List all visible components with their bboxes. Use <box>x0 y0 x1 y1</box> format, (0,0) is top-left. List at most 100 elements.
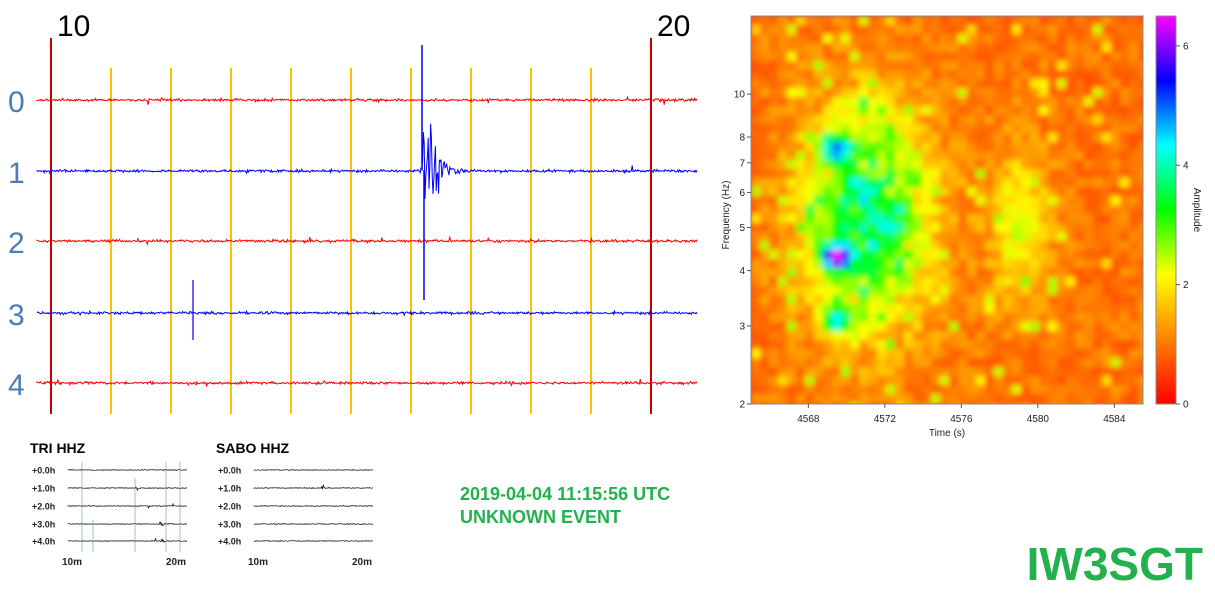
spectrogram-cell-1383 <box>1030 187 1040 197</box>
spectrogram-cell-53 <box>760 97 770 107</box>
spectrogram-cell-1876 <box>1129 268 1139 278</box>
spectrogram-cell-1103 <box>976 43 986 53</box>
spectrogram-cell-156 <box>778 232 788 242</box>
spectrogram-cell-461 <box>841 205 851 215</box>
tri-row-label-4: +4.0h <box>32 537 55 547</box>
spectrogram-cell-1212 <box>994 232 1004 242</box>
spectrogram-cell-203 <box>787 259 797 269</box>
spectrogram-cell-487 <box>850 43 860 53</box>
spectrogram-cell-292 <box>805 268 815 278</box>
spectrogram-cell-1614 <box>1075 286 1085 296</box>
spectrogram-cell-722 <box>895 178 905 188</box>
spectrogram-cell-1638 <box>1084 106 1094 116</box>
spectrogram-cell-1911 <box>1138 187 1143 197</box>
spectrogram-cell-232 <box>796 124 806 134</box>
spectrogram-cell-1763 <box>1111 43 1121 53</box>
spectrogram-cell-1486 <box>1048 322 1058 332</box>
spectrogram-cell-1402 <box>1030 358 1040 368</box>
spectrogram-cell-16 <box>751 160 761 170</box>
spectrogram-cell-1608 <box>1075 232 1085 242</box>
spectrogram-cell-617 <box>877 25 887 35</box>
spectrogram-cell-1194 <box>994 70 1004 80</box>
spectrogram-cell-375 <box>823 223 833 233</box>
spectrogram-cell-320 <box>814 124 824 134</box>
spec-x-tick-label-4584: 4584 <box>1103 414 1126 425</box>
spectrogram-cell-1285 <box>1012 97 1022 107</box>
spectrogram-cell-633 <box>877 169 887 179</box>
spectrogram-cell-803 <box>913 115 923 125</box>
spectrogram-cell-558 <box>859 286 869 296</box>
spectrogram-cell-762 <box>904 142 914 152</box>
spectrogram-cell-162 <box>778 286 788 296</box>
spectrogram-cell-1315 <box>1012 367 1022 377</box>
spectrogram-cell-1096 <box>967 376 977 386</box>
spectrogram-cell-398 <box>832 34 842 44</box>
spectrogram-cell-1107 <box>976 79 986 89</box>
spectrogram-cell-1323 <box>1021 43 1031 53</box>
colorbar-tick-label-2: 2 <box>1183 280 1189 291</box>
spectrogram-cell-1406 <box>1030 394 1040 404</box>
spectrogram-cell-648 <box>877 304 887 314</box>
spectrogram-cell-1022 <box>958 106 968 116</box>
spectrogram-cell-1280 <box>1012 52 1022 62</box>
spectrogram-cell-485 <box>850 25 860 35</box>
spectrogram-cell-330 <box>814 214 824 224</box>
spectrogram-cell-1609 <box>1075 241 1085 251</box>
spectrogram-cell-857 <box>922 205 932 215</box>
spectrogram-cell-278 <box>805 142 815 152</box>
spectrogram-cell-1145 <box>985 25 995 35</box>
spectrogram-cell-1814 <box>1120 106 1130 116</box>
spectrogram-cell-944 <box>940 196 950 206</box>
spectrogram-cell-1650 <box>1084 214 1094 224</box>
spectrogram-cell-88 <box>769 16 779 26</box>
tri-x-tick-label-10m: 10m <box>62 557 82 568</box>
spectrogram-cell-1793 <box>1111 313 1121 323</box>
spectrogram-cell-54 <box>760 106 770 116</box>
spectrogram-cell-1114 <box>976 142 986 152</box>
spectrogram-cell-812 <box>913 196 923 206</box>
spectrogram-cell-1104 <box>976 52 986 62</box>
spectrogram-cell-179 <box>787 43 797 53</box>
spectrogram-cell-418 <box>832 214 842 224</box>
spectrogram-cell-222 <box>796 34 806 44</box>
spectrogram-cell-1014 <box>958 34 968 44</box>
spectrogram-cell-1795 <box>1111 331 1121 341</box>
spectrogram-cell-1132 <box>976 304 986 314</box>
spectrogram-cell-1606 <box>1075 214 1085 224</box>
spectrogram-cell-1167 <box>985 223 995 233</box>
spectrogram-cell-311 <box>814 43 824 53</box>
spectrogram-cell-1308 <box>1012 304 1022 314</box>
spectrogram-cell-402 <box>832 70 842 80</box>
spectrogram-cell-1008 <box>949 376 959 386</box>
spectrogram-cell-1862 <box>1129 142 1139 152</box>
spectrogram-cell-297 <box>805 313 815 323</box>
spectrogram-cell-371 <box>823 187 833 197</box>
spectrogram-cell-1741 <box>1102 241 1112 251</box>
spectrogram-cell-296 <box>805 304 815 314</box>
spectrogram-cell-1484 <box>1048 304 1058 314</box>
spectrogram-cell-1569 <box>1066 277 1076 287</box>
spectrogram-cell-1284 <box>1012 88 1022 98</box>
spectrogram-cell-594 <box>868 214 878 224</box>
spectrogram-cell-1131 <box>976 295 986 305</box>
spectrogram-cell-1664 <box>1084 340 1094 350</box>
spectrogram-cell-1378 <box>1030 142 1040 152</box>
spectrogram-cell-29 <box>751 277 761 287</box>
spectrogram-cell-1053 <box>958 385 968 395</box>
spectrogram-cell-1923 <box>1138 295 1143 305</box>
spectrogram-cell-154 <box>778 214 788 224</box>
spec-y-tick-label-10: 10 <box>734 90 746 101</box>
spectrogram-cell-488 <box>850 52 860 62</box>
spectrogram-cell-1515 <box>1057 187 1067 197</box>
spectrogram-cell-963 <box>940 367 950 377</box>
spectrogram-cell-1162 <box>985 178 995 188</box>
spectrogram-cell-1196 <box>994 88 1004 98</box>
spectrogram-cell-602 <box>868 286 878 296</box>
spectrogram-cell-1077 <box>967 205 977 215</box>
spectrogram-cell-1919 <box>1138 259 1143 269</box>
spectrogram-cell-50 <box>760 70 770 80</box>
spectrogram-cell-1366 <box>1030 34 1040 44</box>
spectrogram-cell-1227 <box>994 367 1004 377</box>
spectrogram-cell-1244 <box>1003 124 1013 134</box>
spectrogram-cell-1148 <box>985 52 995 62</box>
